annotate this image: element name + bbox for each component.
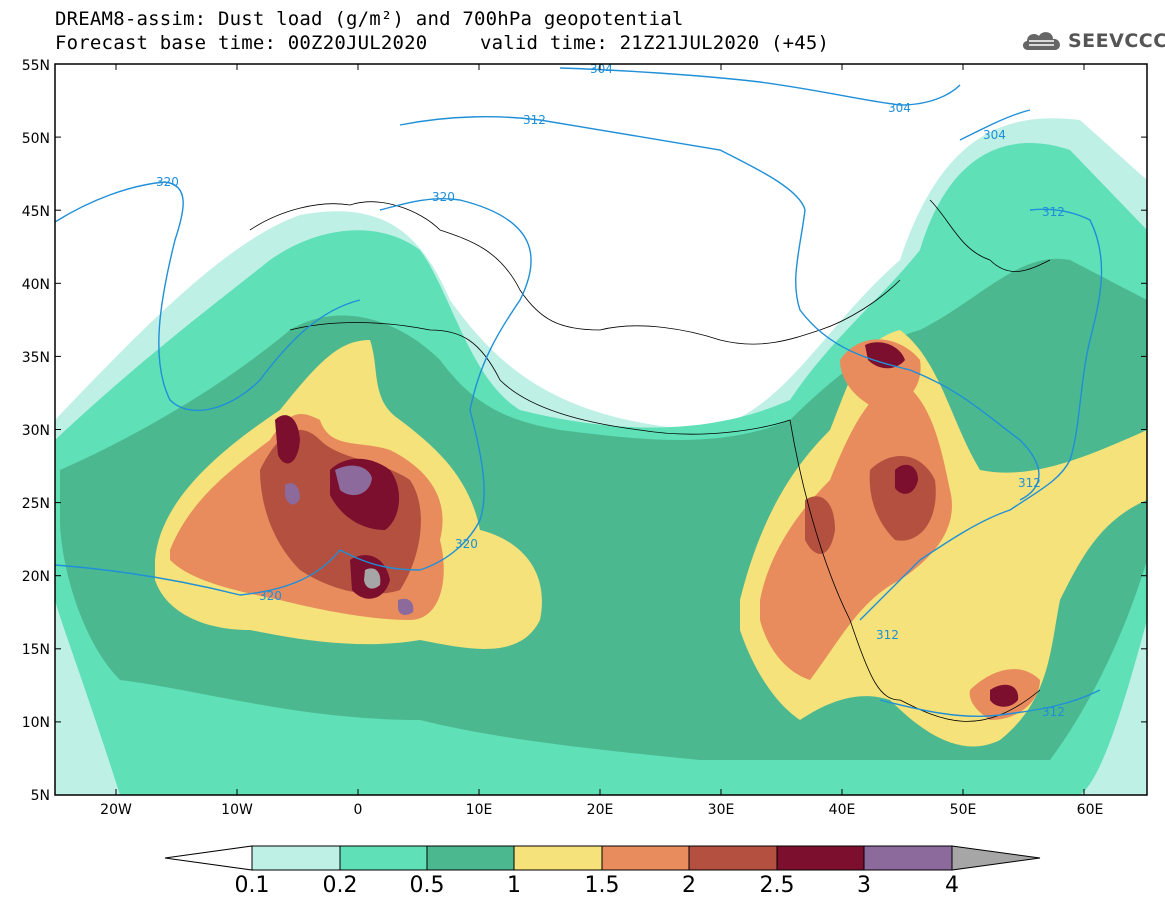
contour-labels: 304 312 304 320 320 320 320 312 312 312 … bbox=[156, 62, 1065, 719]
contour-label: 312 bbox=[1042, 705, 1065, 719]
colorbar-segment bbox=[513, 845, 603, 871]
lat-label: 5N bbox=[31, 788, 50, 804]
lon-label: 20E bbox=[587, 802, 614, 818]
axis-ticks bbox=[55, 63, 1147, 796]
lon-label: 50E bbox=[950, 802, 977, 818]
brand-name: SEEVCCC bbox=[1068, 30, 1165, 52]
seevccc-logo: SEEVCCC bbox=[1020, 28, 1165, 54]
dust-field bbox=[55, 118, 1147, 795]
lat-label: 45N bbox=[22, 204, 50, 220]
lon-label: 40E bbox=[829, 802, 856, 818]
map-plot-area: 304 312 304 320 320 320 320 312 312 312 … bbox=[55, 62, 1147, 795]
colorbar-segment bbox=[688, 845, 778, 871]
colorbar-label: 3 bbox=[857, 873, 871, 898]
contour-label: 312 bbox=[1042, 205, 1065, 219]
contour-label: 304 bbox=[983, 128, 1006, 142]
contour-label: 312 bbox=[876, 628, 899, 642]
contour-label: 312 bbox=[523, 113, 546, 127]
lon-label: 10W bbox=[221, 802, 253, 818]
colorbar-label: 2 bbox=[682, 873, 696, 898]
lat-label: 15N bbox=[22, 642, 50, 658]
lon-label: 0 bbox=[354, 802, 363, 818]
colorbar-segment bbox=[251, 845, 341, 871]
lon-label: 30E bbox=[708, 802, 735, 818]
lon-label: 60E bbox=[1077, 802, 1104, 818]
map-title: DREAM8-assim: Dust load (g/m²) and 700hP… bbox=[55, 8, 684, 30]
forecast-base-time: Forecast base time: 00Z20JUL2020 bbox=[55, 32, 428, 54]
contour-label: 320 bbox=[259, 589, 282, 603]
valid-time: valid time: 21Z21JUL2020 (+45) bbox=[480, 32, 830, 54]
colorbar-label: 0.5 bbox=[410, 873, 445, 898]
geopotential-contours bbox=[55, 67, 1103, 718]
contour-label: 312 bbox=[1018, 476, 1041, 490]
colorbar-high-arrow bbox=[951, 845, 1041, 871]
lat-label: 50N bbox=[22, 131, 50, 147]
lat-label: 30N bbox=[22, 423, 50, 439]
colorbar-segment bbox=[601, 845, 690, 871]
latitude-labels: 55N 50N 45N 40N 35N 30N 25N 20N 15N 10N … bbox=[22, 58, 50, 804]
cloud-icon bbox=[1022, 32, 1060, 50]
lat-label: 10N bbox=[22, 715, 50, 731]
lon-label: 20W bbox=[100, 802, 132, 818]
lat-label: 55N bbox=[22, 58, 50, 74]
colorbar-segment bbox=[776, 845, 865, 871]
lon-label: 10E bbox=[466, 802, 493, 818]
colorbar-label: 0.2 bbox=[323, 873, 358, 898]
colorbar: 0.1 0.2 0.5 1 1.5 2 2.5 3 4 bbox=[164, 845, 1041, 898]
colorbar-label: 0.1 bbox=[235, 873, 270, 898]
colorbar-label: 4 bbox=[945, 873, 959, 898]
colorbar-label: 1 bbox=[507, 873, 521, 898]
colorbar-label: 2.5 bbox=[760, 873, 795, 898]
colorbar-label: 1.5 bbox=[585, 873, 620, 898]
contour-label: 304 bbox=[888, 101, 911, 115]
colorbar-segment bbox=[339, 845, 428, 871]
colorbar-low-arrow bbox=[164, 845, 253, 871]
colorbar-segment bbox=[426, 845, 515, 871]
contour-label: 320 bbox=[432, 190, 455, 204]
lat-label: 20N bbox=[22, 569, 50, 585]
longitude-labels: 20W 10W 0 10E 20E 30E 40E 50E 60E bbox=[100, 802, 1103, 818]
contour-label: 304 bbox=[590, 62, 613, 76]
lat-label: 35N bbox=[22, 350, 50, 366]
colorbar-segment bbox=[863, 845, 953, 871]
contour-label: 320 bbox=[455, 537, 478, 551]
coastlines bbox=[249, 199, 1051, 722]
contour-label: 320 bbox=[156, 175, 179, 189]
lat-label: 40N bbox=[22, 277, 50, 293]
lat-label: 25N bbox=[22, 496, 50, 512]
